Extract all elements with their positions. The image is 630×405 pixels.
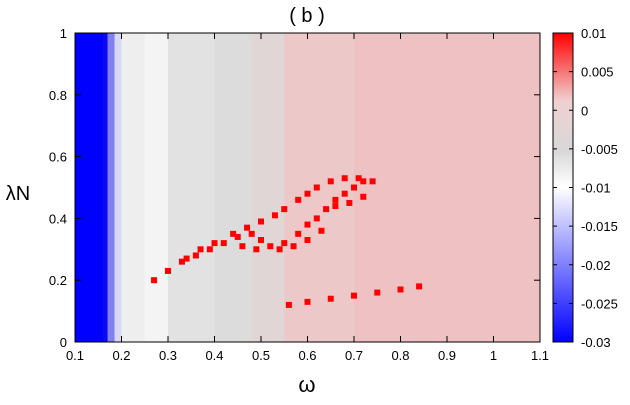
heatmap-band	[107, 33, 116, 342]
chart-title: ( b )	[289, 5, 325, 27]
y-tick-label: 0.4	[49, 211, 67, 226]
positive-cell	[178, 258, 185, 265]
positive-cell	[183, 255, 190, 262]
positive-cell	[369, 178, 376, 185]
x-tick-label: 1.1	[531, 348, 549, 363]
y-tick-label: 0.6	[49, 150, 67, 165]
positive-cell	[281, 206, 288, 213]
x-axis: 0.1 0.2 0.3 0.4 0.5 0.6 0.7 0.8 0.9 1 1.1	[66, 33, 549, 363]
heatmap-band	[251, 33, 285, 342]
positive-cell	[313, 184, 320, 191]
colorbar-tick-label: -0.02	[581, 258, 611, 273]
colorbar-tick-label: -0.005	[581, 142, 618, 157]
x-tick-label: 0.1	[66, 348, 84, 363]
positive-cell	[332, 196, 339, 203]
positive-cell	[211, 240, 218, 247]
y-tick-label: 0	[60, 335, 67, 350]
y-tick-label: 0.8	[49, 88, 67, 103]
heatmap-band	[354, 33, 541, 342]
positive-cell	[276, 246, 283, 253]
x-tick-label: 0.3	[159, 348, 177, 363]
colorbar-tick-label: -0.015	[581, 219, 618, 234]
positive-cell	[253, 246, 260, 253]
heatmap-band	[102, 33, 109, 342]
positive-cell	[258, 218, 264, 225]
positive-cell	[341, 190, 348, 197]
x-tick-label: 0.7	[345, 348, 363, 363]
positive-cell	[267, 243, 274, 250]
positive-cell	[220, 240, 227, 247]
colorbar-tick-label: 0.01	[581, 26, 606, 41]
positive-cell	[360, 178, 367, 185]
positive-cell	[374, 289, 381, 296]
positive-cell	[239, 243, 246, 250]
positive-cell	[192, 252, 199, 259]
positive-cell	[304, 298, 311, 305]
x-tick-label: 0.2	[112, 348, 130, 363]
positive-cell	[151, 277, 158, 284]
positive-cell	[271, 212, 278, 219]
positive-cell	[351, 184, 357, 191]
positive-cell	[355, 175, 362, 182]
positive-cell	[206, 246, 213, 253]
colorbar-tick-label: 0.005	[581, 65, 614, 80]
x-tick-label: 0.5	[252, 348, 270, 363]
positive-cell	[327, 178, 334, 185]
y-tick-label: 1	[60, 26, 67, 41]
x-tick-label: 0.9	[438, 348, 456, 363]
positive-cell	[295, 196, 302, 203]
y-axis: 0 0.2 0.4 0.6 0.8 1	[49, 26, 540, 350]
positive-cell	[416, 283, 423, 290]
positive-cluster	[151, 175, 423, 308]
positive-cell	[248, 230, 255, 237]
positive-cell	[165, 267, 171, 274]
positive-cell	[304, 221, 311, 228]
y-tick-label: 0.2	[49, 273, 67, 288]
x-tick-label: 1	[490, 348, 497, 363]
positive-cell	[281, 240, 288, 247]
positive-cell	[341, 175, 348, 182]
positive-cell	[290, 243, 297, 250]
positive-cell	[397, 286, 404, 293]
positive-cell	[351, 292, 357, 299]
positive-cell	[323, 206, 330, 213]
positive-cell	[304, 190, 311, 197]
x-tick-label: 0.6	[298, 348, 316, 363]
positive-cell	[318, 227, 325, 234]
positive-cell	[197, 246, 204, 253]
colorbar-tick-label: -0.025	[581, 296, 618, 311]
positive-cell	[258, 237, 264, 244]
positive-cell	[234, 233, 241, 240]
colorbar-tick-label: 0	[581, 103, 588, 118]
positive-cell	[360, 193, 367, 200]
heatmap-band	[144, 33, 169, 342]
x-tick-label: 0.4	[205, 348, 223, 363]
heatmap-band	[168, 33, 215, 342]
y-axis-label: λN	[6, 183, 30, 205]
x-tick-label: 0.8	[391, 348, 409, 363]
colorbar-tick-label: -0.03	[581, 335, 611, 350]
heatmap-field	[75, 33, 541, 342]
positive-cell	[244, 224, 251, 231]
x-axis-label: ω	[298, 372, 315, 397]
heatmap-band	[121, 33, 146, 342]
positive-cell	[285, 301, 292, 308]
positive-cell	[346, 199, 353, 206]
colorbar-ticks: 0.01 0.005 0 -0.005 -0.01 -0.015 -0.02 -0.025 -0…	[553, 26, 618, 350]
positive-cell	[332, 203, 339, 210]
colorbar-tick-label: -0.01	[581, 181, 611, 196]
positive-cell	[230, 230, 237, 237]
positive-cell	[304, 237, 311, 244]
positive-cell	[295, 230, 302, 237]
heatmap-band	[75, 33, 104, 342]
positive-cell	[313, 215, 320, 222]
heatmap-band	[114, 33, 122, 342]
heatmap-band	[214, 33, 253, 342]
positive-cell	[327, 295, 334, 302]
